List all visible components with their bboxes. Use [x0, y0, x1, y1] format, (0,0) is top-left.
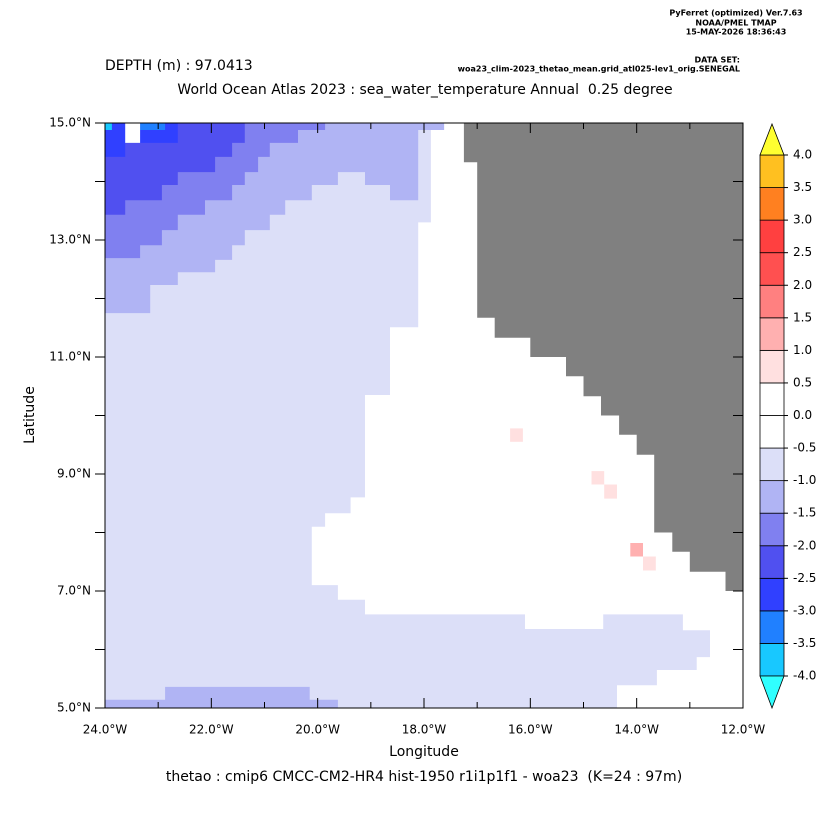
colorbar-swatch — [759, 317, 785, 351]
y-tick-label: 9.0°N — [57, 467, 91, 481]
dataset-label: DATA SET: — [695, 56, 740, 65]
colorbar-label: -1.5 — [793, 506, 816, 520]
header-line: PyFerret (optimized) Ver.7.63 — [669, 9, 802, 18]
colorbar-label: 4.0 — [793, 148, 812, 162]
shaded-region — [630, 543, 643, 557]
colorbar-swatch — [759, 252, 785, 286]
colorbar-swatch — [759, 187, 785, 221]
colorbar-swatch — [759, 382, 785, 416]
shaded-region — [105, 123, 178, 157]
axes: 24.0°W 22.0°W 20.0°W 18.0°W 16.0°W 14.0°W 12.0… — [49, 116, 765, 737]
y-tick-label: 15.0°N — [49, 116, 91, 130]
y-tick-label: 7.0°N — [57, 584, 91, 598]
colorbar-over — [759, 122, 785, 156]
x-tick-label: 18.0°W — [402, 723, 447, 737]
shaded-region — [125, 123, 141, 143]
shaded-region — [105, 686, 338, 708]
colorbar-label: 3.5 — [793, 180, 812, 194]
colorbar-label: -3.0 — [793, 603, 816, 617]
x-tick-label: 14.0°W — [614, 723, 659, 737]
x-tick-label: 22.0°W — [189, 723, 234, 737]
header-line: 15-MAY-2026 18:36:43 — [686, 28, 787, 37]
colorbar-swatch — [759, 447, 785, 482]
colorbar: -4.0 -3.5 -3.0 -2.5 -2.0 -1.5 -1.0 -0.5 0.0 0.5 1.… — [759, 122, 816, 710]
shaded-region — [591, 471, 605, 485]
colorbar-label: -4.0 — [793, 669, 816, 683]
colorbar-label: 0.0 — [793, 408, 812, 422]
colorbar-label: -0.5 — [793, 441, 816, 455]
colorbar-swatch — [759, 643, 785, 677]
chart-title: World Ocean Atlas 2023 : sea_water_tempe… — [177, 82, 672, 98]
y-tick-label: 11.0°N — [49, 350, 91, 364]
footer: thetao : cmip6 CMCC-CM2-HR4 hist-1950 r1… — [166, 769, 682, 785]
shaded-region — [510, 428, 523, 442]
colorbar-swatch — [759, 219, 785, 254]
colorbar-label: 0.5 — [793, 375, 812, 389]
y-tick-label: 13.0°N — [49, 233, 91, 247]
land — [463, 123, 743, 591]
colorbar-label: -2.0 — [793, 538, 816, 552]
colorbar-swatch — [759, 349, 785, 384]
colorbar-under — [759, 675, 785, 710]
colorbar-swatch — [759, 284, 785, 319]
colorbar-swatch — [759, 545, 785, 579]
colorbar-label: 3.0 — [793, 213, 812, 227]
shaded-region — [604, 484, 617, 499]
colorbar-label: -1.0 — [793, 473, 816, 487]
colorbar-swatch — [759, 480, 785, 514]
x-tick-label: 16.0°W — [508, 723, 553, 737]
x-tick-label: 12.0°W — [721, 723, 766, 737]
colorbar-swatch — [759, 154, 785, 188]
colorbar-label: -3.5 — [793, 636, 816, 650]
colorbar-label: 2.5 — [793, 245, 812, 259]
shaded-region — [140, 123, 166, 130]
x-tick-label: 24.0°W — [83, 723, 128, 737]
colorbar-label: 1.5 — [793, 310, 812, 324]
shaded-region — [643, 556, 656, 571]
header-line: NOAA/PMEL TMAP — [695, 19, 776, 28]
y-tick-label: 5.0°N — [57, 701, 91, 715]
dataset: woa23_clim-2023_thetao_mean.grid_atl025-… — [458, 65, 740, 74]
shaded-region — [105, 123, 245, 215]
colorbar-swatch — [759, 610, 785, 644]
colorbar-swatch — [759, 512, 785, 547]
x-tick-label: 20.0°W — [295, 723, 340, 737]
shaded-region — [105, 123, 112, 130]
colorbar-label: 1.0 — [793, 343, 812, 357]
colorbar-label: -2.5 — [793, 571, 816, 585]
plot-area — [105, 123, 743, 708]
colorbar-swatch — [759, 415, 785, 449]
depth-label: DEPTH (m) : 97.0413 — [105, 58, 253, 74]
y-axis-label: Latitude — [22, 386, 38, 444]
x-axis-label: Longitude — [389, 744, 459, 760]
colorbar-label: 2.0 — [793, 278, 812, 292]
colorbar-swatch — [759, 577, 785, 612]
